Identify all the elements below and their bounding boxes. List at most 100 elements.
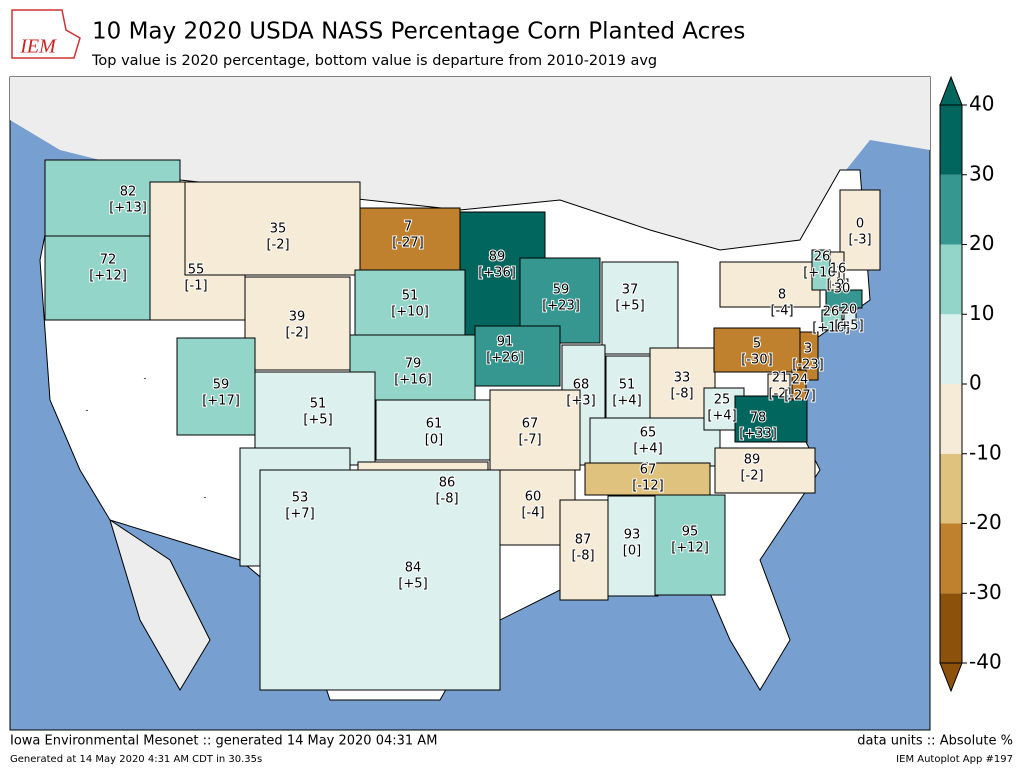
state-value: 86 [439,476,456,491]
state-departure: [+4] [612,394,641,409]
state-value: 26 [823,305,840,320]
colorbar-segment [940,105,962,175]
state-departure: [+3] [566,394,595,409]
no-data-label: - [86,406,89,415]
state-departure: [+23] [542,299,580,314]
state-value: 93 [624,528,641,543]
state-value: 25 [714,393,731,408]
state-value: 26 [814,250,831,265]
colorbar-segment [940,523,962,594]
colorbar-tick-label: -40 [969,650,1002,674]
colorbar-segment [940,593,962,663]
no-data-label: - [144,374,147,383]
state-value: 78 [750,411,767,426]
state-departure: [-9] [826,278,849,293]
state-departure: [-2] [266,238,289,253]
state-departure: [-2] [285,326,308,341]
footer-right: data units :: Absolute % [857,734,1013,749]
state-value: 8 [778,288,786,303]
state [474,325,561,387]
state [791,369,807,401]
state-value: 87 [575,533,592,548]
state [244,276,351,371]
state [359,207,461,271]
state-value: 20 [841,303,858,318]
state-value: 79 [405,357,422,372]
state-departure: [-8] [435,492,458,507]
state [44,235,166,321]
state [184,181,361,276]
state-value: 5 [753,337,761,352]
state-value: 53 [292,491,309,506]
state [843,309,857,329]
state-value: 61 [426,417,443,432]
state-departure: [-12] [632,479,663,494]
state [799,331,819,381]
state-departure: [+17] [202,394,240,409]
state-departure: [+5] [398,577,427,592]
state-value: 91 [497,335,514,350]
colorbar-segment [940,174,962,245]
state-departure: [+5] [834,319,863,334]
state [489,389,581,471]
state-value: 30 [834,282,851,297]
state-value: 67 [522,417,539,432]
state [734,395,808,443]
colorbar-segment [940,314,962,384]
state-value: 59 [213,378,230,393]
state-departure: [0] [623,544,641,559]
state-value: 7 [404,220,412,235]
footer-left: Iowa Environmental Mesonet :: generated … [10,734,437,749]
state-value: 89 [489,250,506,265]
state [821,309,843,331]
state [375,399,491,461]
state-departure: [-23] [792,358,823,373]
state-departure: [-7] [518,433,541,448]
state-value: 35 [270,222,287,237]
colorbar-tick-label: 30 [969,161,994,185]
state [559,499,609,601]
state-value: 82 [120,185,137,200]
colorbar-tick-label: 10 [969,301,994,325]
state-departure: [-2] [768,387,791,402]
colorbar-segment [940,453,962,524]
colorbar-tick-label: 20 [969,231,994,255]
no-data-label: - [204,493,207,502]
state-value: 65 [640,426,657,441]
colorbar: 40 30 20 10 0 -10 -20 -30 -40 [939,75,1002,693]
colorbar-tick-label: -20 [969,510,1002,534]
state [839,189,881,271]
state-value: 68 [573,378,590,393]
state-departure: [+16] [812,321,850,336]
state-value: 84 [405,561,422,576]
state [825,289,863,309]
colorbar-tick-label: 40 [969,92,994,116]
state-departure: [-3] [848,233,871,248]
state-departure: [+4] [633,442,662,457]
state [589,417,721,467]
state-departure: [-4] [770,304,793,319]
state-value: 16 [830,262,847,277]
state-departure: [+5] [303,413,332,428]
state-departure: [+36] [478,266,516,281]
state-departure: [-4] [521,506,544,521]
state [767,373,791,397]
state-departure: [+16] [803,266,841,281]
state [719,261,821,308]
logo-text: IEM [19,36,57,58]
state-departure: [+16] [394,373,432,388]
footer-right-small: IEM Autoplot App #197 [896,754,1013,765]
state-departure: [-8] [670,387,693,402]
state-value: 37 [622,283,639,298]
colorbar-tick-label: 0 [969,371,982,395]
state-departure: [+5] [615,299,644,314]
state-departure: [+12] [89,269,127,284]
state-value: 51 [402,289,419,304]
state [601,261,679,355]
state [584,462,711,496]
logo-outline [11,9,81,59]
state-value: 89 [744,453,761,468]
colorbar-segment [940,244,962,315]
state-value: 21 [772,371,789,386]
